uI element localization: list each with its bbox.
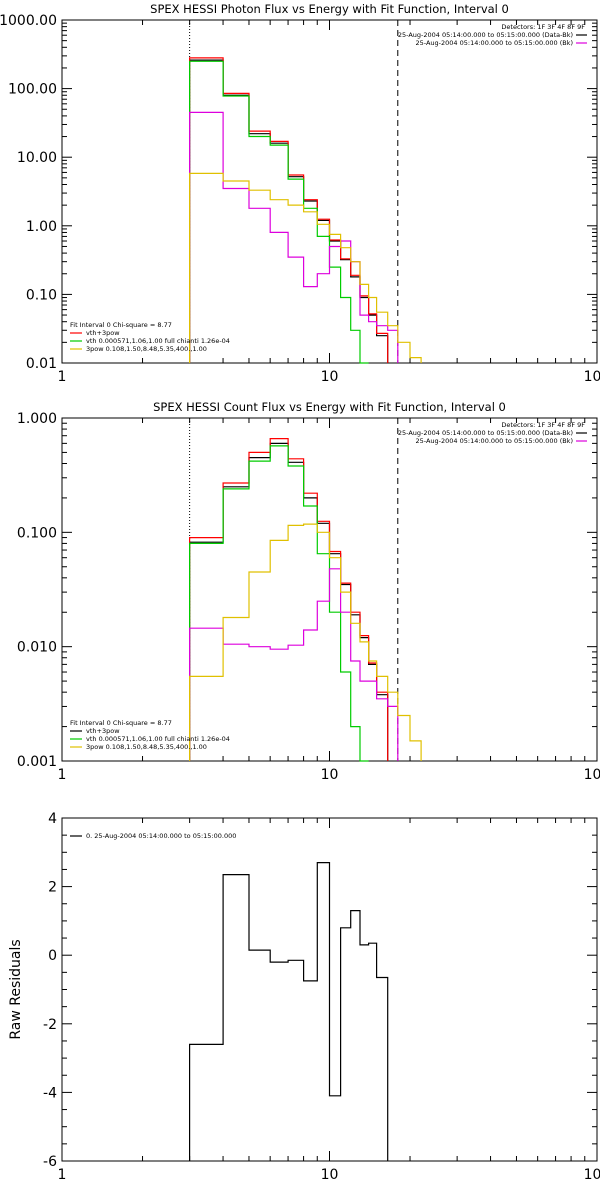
x-tick-label: 10 xyxy=(321,369,339,385)
legend-entry-text: 25-Aug-2004 05:14:00.000 to 05:15:00.000… xyxy=(398,429,573,437)
fit-legend-entry: vth+3pow xyxy=(86,329,120,337)
y-tick-label: 1.000 xyxy=(17,411,57,427)
y-tick-label: 2 xyxy=(48,880,57,896)
series-line-2 xyxy=(189,57,389,363)
series-line-3 xyxy=(189,445,369,762)
fit-legend-entry: 3pow 0.108,1.50,8.48,5.35,400.,1.00 xyxy=(86,743,207,751)
series-line-1 xyxy=(189,442,389,761)
series-line-5 xyxy=(189,523,422,761)
y-tick-label: 0.001 xyxy=(17,754,57,770)
fit-legend-heading: Fit Interval 0 Chi-square = 8.77 xyxy=(70,321,172,329)
series-line-5 xyxy=(189,172,422,363)
series-line-4 xyxy=(189,111,399,363)
y-tick-label: 0.100 xyxy=(17,525,57,541)
fit-legend-entry: vth+3pow xyxy=(86,727,120,735)
fit-legend-entry: vth 0.000571,1.06,1.00 full chianti 1.26… xyxy=(86,735,230,743)
x-tick-label: 100 xyxy=(584,767,600,783)
plot-frame xyxy=(61,19,598,364)
fit-legend-entry: vth 0.000571,1.06,1.00 full chianti 1.26… xyxy=(86,337,230,345)
y-tick-label: -4 xyxy=(43,1085,57,1101)
y-tick-label: 10.00 xyxy=(17,150,57,166)
y-tick-label: 0.01 xyxy=(26,356,57,372)
series-line-1 xyxy=(189,59,389,363)
y-tick-label: 1.00 xyxy=(26,219,57,235)
y-axis-label: Raw Residuals xyxy=(8,939,24,1039)
y-tick-label: 100.00 xyxy=(8,82,57,98)
legend-entry-text: 25-Aug-2004 05:14:00.000 to 05:15:00.000… xyxy=(416,437,573,445)
legend-entry-text: 25-Aug-2004 05:14:00.000 to 05:15:00.000… xyxy=(416,39,573,47)
legend-detectors: Detectors: 1F 3F 4F 8F 9F xyxy=(501,23,585,31)
y-tick-label: 0.10 xyxy=(26,287,57,303)
chart-panel-2: SPEX HESSI Count Flux vs Energy with Fit… xyxy=(17,400,600,783)
y-tick-label: 1000.00 xyxy=(0,13,57,29)
series-line-4 xyxy=(189,568,399,761)
x-tick-label: 1 xyxy=(58,1167,67,1183)
series-line-2 xyxy=(189,438,389,761)
legend-entry-text: 25-Aug-2004 05:14:00.000 to 05:15:00.000… xyxy=(398,31,573,39)
x-tick-label: 10 xyxy=(321,1167,339,1183)
chart-panel-3: Raw Residuals 1 10 100 -6 -4 -2 0 2 4 0. 25-Aug-20… xyxy=(8,811,600,1183)
series-line-1 xyxy=(189,862,389,1161)
y-tick-label: -2 xyxy=(43,1017,57,1033)
y-tick-label: 0.010 xyxy=(17,640,57,656)
x-tick-label: 1 xyxy=(58,767,67,783)
y-tick-label: 4 xyxy=(48,811,57,827)
series-line-3 xyxy=(189,60,369,364)
legend-entry-text: 0. 25-Aug-2004 05:14:00.000 to 05:15:00.… xyxy=(86,832,236,840)
fit-legend-entry: 3pow 0.108,1.50,8.48,5.35,400.,1.00 xyxy=(86,345,207,353)
y-tick-label: -6 xyxy=(43,1154,57,1170)
chart-title: SPEX HESSI Count Flux vs Energy with Fit… xyxy=(153,400,506,414)
x-tick-label: 100 xyxy=(584,1167,600,1183)
chart-title: SPEX HESSI Photon Flux vs Energy with Fi… xyxy=(150,2,509,16)
legend-detectors: Detectors: 1F 3F 4F 8F 9F xyxy=(501,421,585,429)
y-tick-label: 0 xyxy=(48,948,57,964)
x-tick-label: 10 xyxy=(321,767,339,783)
fit-legend-heading: Fit Interval 0 Chi-square = 8.77 xyxy=(70,719,172,727)
x-tick-label: 100 xyxy=(584,369,600,385)
chart-panel-1: SPEX HESSI Photon Flux vs Energy with Fi… xyxy=(0,2,600,385)
x-tick-label: 1 xyxy=(58,369,67,385)
